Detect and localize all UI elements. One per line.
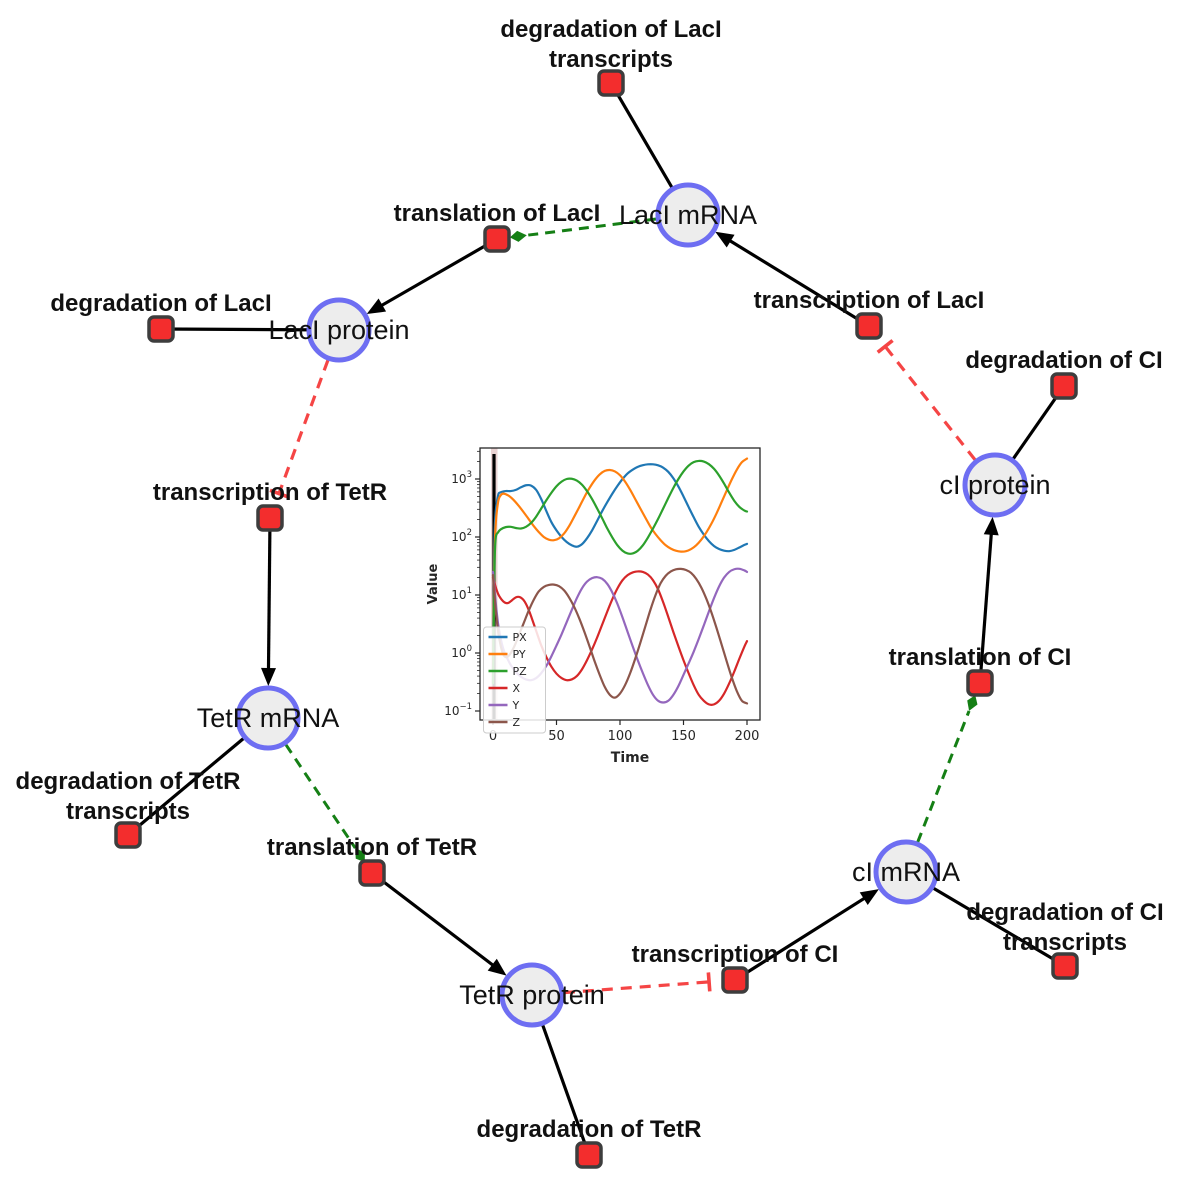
reaction-label-deg-ci: degradation of CI [965, 347, 1162, 374]
inhibition-tbar-icon [706, 972, 712, 992]
diamond-arrowhead-icon [355, 848, 365, 863]
inset-chart: 0 50 100 150 200 103 102 101 100 10−1 Time Value PX P… [426, 447, 761, 766]
reaction-node-transcription-ci[interactable] [721, 966, 749, 994]
arrowhead-icon [983, 516, 999, 536]
reaction-label-transcription-ci: transcription of CI [632, 941, 839, 968]
arrowhead-icon [366, 298, 387, 315]
x-tick-label: 100 [608, 729, 633, 744]
inhibition-edge-ci-protein-transcription-laci [883, 345, 977, 461]
reaction-label-deg-tetr-transcripts: transcripts [66, 798, 190, 825]
reaction-node-translation-laci[interactable] [483, 225, 511, 253]
reaction-node-deg-ci[interactable] [1050, 372, 1078, 400]
legend-label-Y: Y [512, 699, 520, 712]
series-line-PY [491, 457, 749, 678]
legend-label-Z: Z [513, 716, 521, 729]
reaction-label-deg-tetr-transcripts: degradation of TetR [16, 768, 241, 795]
reaction-label-translation-tetr: translation of TetR [267, 834, 477, 861]
y-tick-label: 102 [451, 528, 472, 544]
y-tick-label: 103 [451, 470, 472, 486]
modifier-edge-ci-mrna-translation-ci [916, 710, 971, 843]
series-line-PZ [491, 459, 749, 685]
x-axis-label: Time [611, 750, 649, 766]
diamond-arrowhead-icon [509, 230, 527, 242]
reaction-node-translation-tetr[interactable] [358, 859, 386, 887]
species-label-tetr-mrna: TetR mRNA [197, 703, 340, 733]
reaction-label-deg-ci-transcripts: degradation of CI [966, 899, 1163, 926]
reaction-node-deg-laci-transcripts[interactable] [597, 69, 625, 97]
arrowhead-icon [487, 958, 507, 976]
modifier-edge-laci-mrna-translation-laci [526, 217, 657, 237]
reaction-node-deg-laci[interactable] [147, 315, 175, 343]
reaction-label-deg-laci-transcripts: degradation of LacI [500, 16, 721, 43]
modifier-edge-tetr-mrna-translation-tetr [284, 743, 357, 849]
species-node-tetr-mrna[interactable] [235, 685, 301, 751]
species-node-ci-protein[interactable] [962, 452, 1028, 518]
reaction-label-transcription-laci: transcription of LacI [754, 287, 985, 314]
species-node-ci-mrna[interactable] [873, 839, 939, 905]
arrowhead-icon [715, 231, 735, 248]
production-edge-transcription-tetr-tetr-mrna [266, 517, 272, 670]
series-line-X [491, 570, 749, 706]
inhibition-edge-tetr-protein-transcription-ci [563, 980, 710, 995]
reaction-node-transcription-tetr[interactable] [256, 504, 284, 532]
reaction-label-transcription-tetr: transcription of TetR [153, 479, 387, 506]
production-edge-translation-tetr-tetr-protein [371, 871, 495, 967]
reaction-label-translation-ci: translation of CI [889, 644, 1072, 671]
species-label-ci-protein: cI protein [939, 470, 1050, 500]
production-edge-transcription-laci-laci-mrna [728, 239, 870, 328]
inhibition-tbar-icon [876, 339, 894, 354]
species-node-tetr-protein[interactable] [499, 962, 565, 1028]
legend-label-PY: PY [513, 648, 526, 661]
species-nodes-layer: LacI mRNA LacI protein cI protein TetR mRNA… [197, 182, 1051, 1028]
species-label-laci-protein: LacI protein [268, 315, 409, 345]
species-label-ci-mrna: cI mRNA [852, 857, 960, 887]
y-tick-label: 101 [451, 586, 472, 602]
reaction-label-deg-laci-transcripts: transcripts [549, 46, 673, 73]
production-edge-transcription-ci-ci-mrna [734, 896, 866, 982]
reaction-node-transcription-laci[interactable] [855, 312, 883, 340]
species-label-tetr-protein: TetR protein [459, 980, 605, 1010]
x-tick-label: 200 [735, 729, 760, 744]
diamond-arrowhead-icon [967, 695, 978, 711]
x-tick-label: 50 [548, 729, 565, 744]
reaction-node-deg-ci-transcripts[interactable] [1051, 952, 1079, 980]
arrowhead-icon [859, 889, 879, 906]
chart-series-layer [491, 457, 749, 706]
production-edge-translation-ci-ci-protein [978, 533, 993, 684]
legend-label-X: X [513, 682, 521, 695]
species-node-laci-protein[interactable] [306, 297, 372, 363]
reaction-label-deg-ci-transcripts: transcripts [1003, 929, 1127, 956]
reaction-node-deg-tetr[interactable] [575, 1141, 603, 1169]
reaction-nodes-layer: degradation of LacI transcripts translatio… [16, 16, 1164, 1169]
y-tick-label: 10−1 [444, 702, 472, 718]
arrowhead-icon [261, 667, 276, 687]
reaction-node-deg-tetr-transcripts[interactable] [114, 821, 142, 849]
y-axis-label: Value [426, 563, 441, 604]
x-tick-label: 150 [671, 729, 696, 744]
legend-label-PZ: PZ [513, 665, 528, 678]
inhibition-edge-laci-protein-transcription-tetr [277, 359, 330, 495]
species-node-laci-mrna[interactable] [655, 182, 721, 248]
reaction-label-translation-laci: translation of LacI [394, 200, 601, 227]
reaction-label-deg-tetr: degradation of TetR [477, 1116, 702, 1143]
legend-label-PX: PX [513, 631, 528, 644]
x-tick-label: 0 [489, 729, 497, 744]
reaction-label-deg-laci: degradation of LacI [50, 290, 271, 317]
species-label-laci-mrna: LacI mRNA [619, 200, 757, 230]
inhibition-tbar-icon [269, 488, 289, 499]
reaction-node-translation-ci[interactable] [966, 669, 994, 697]
production-edge-translation-laci-laci-protein [380, 237, 498, 307]
y-tick-label: 100 [451, 644, 472, 660]
